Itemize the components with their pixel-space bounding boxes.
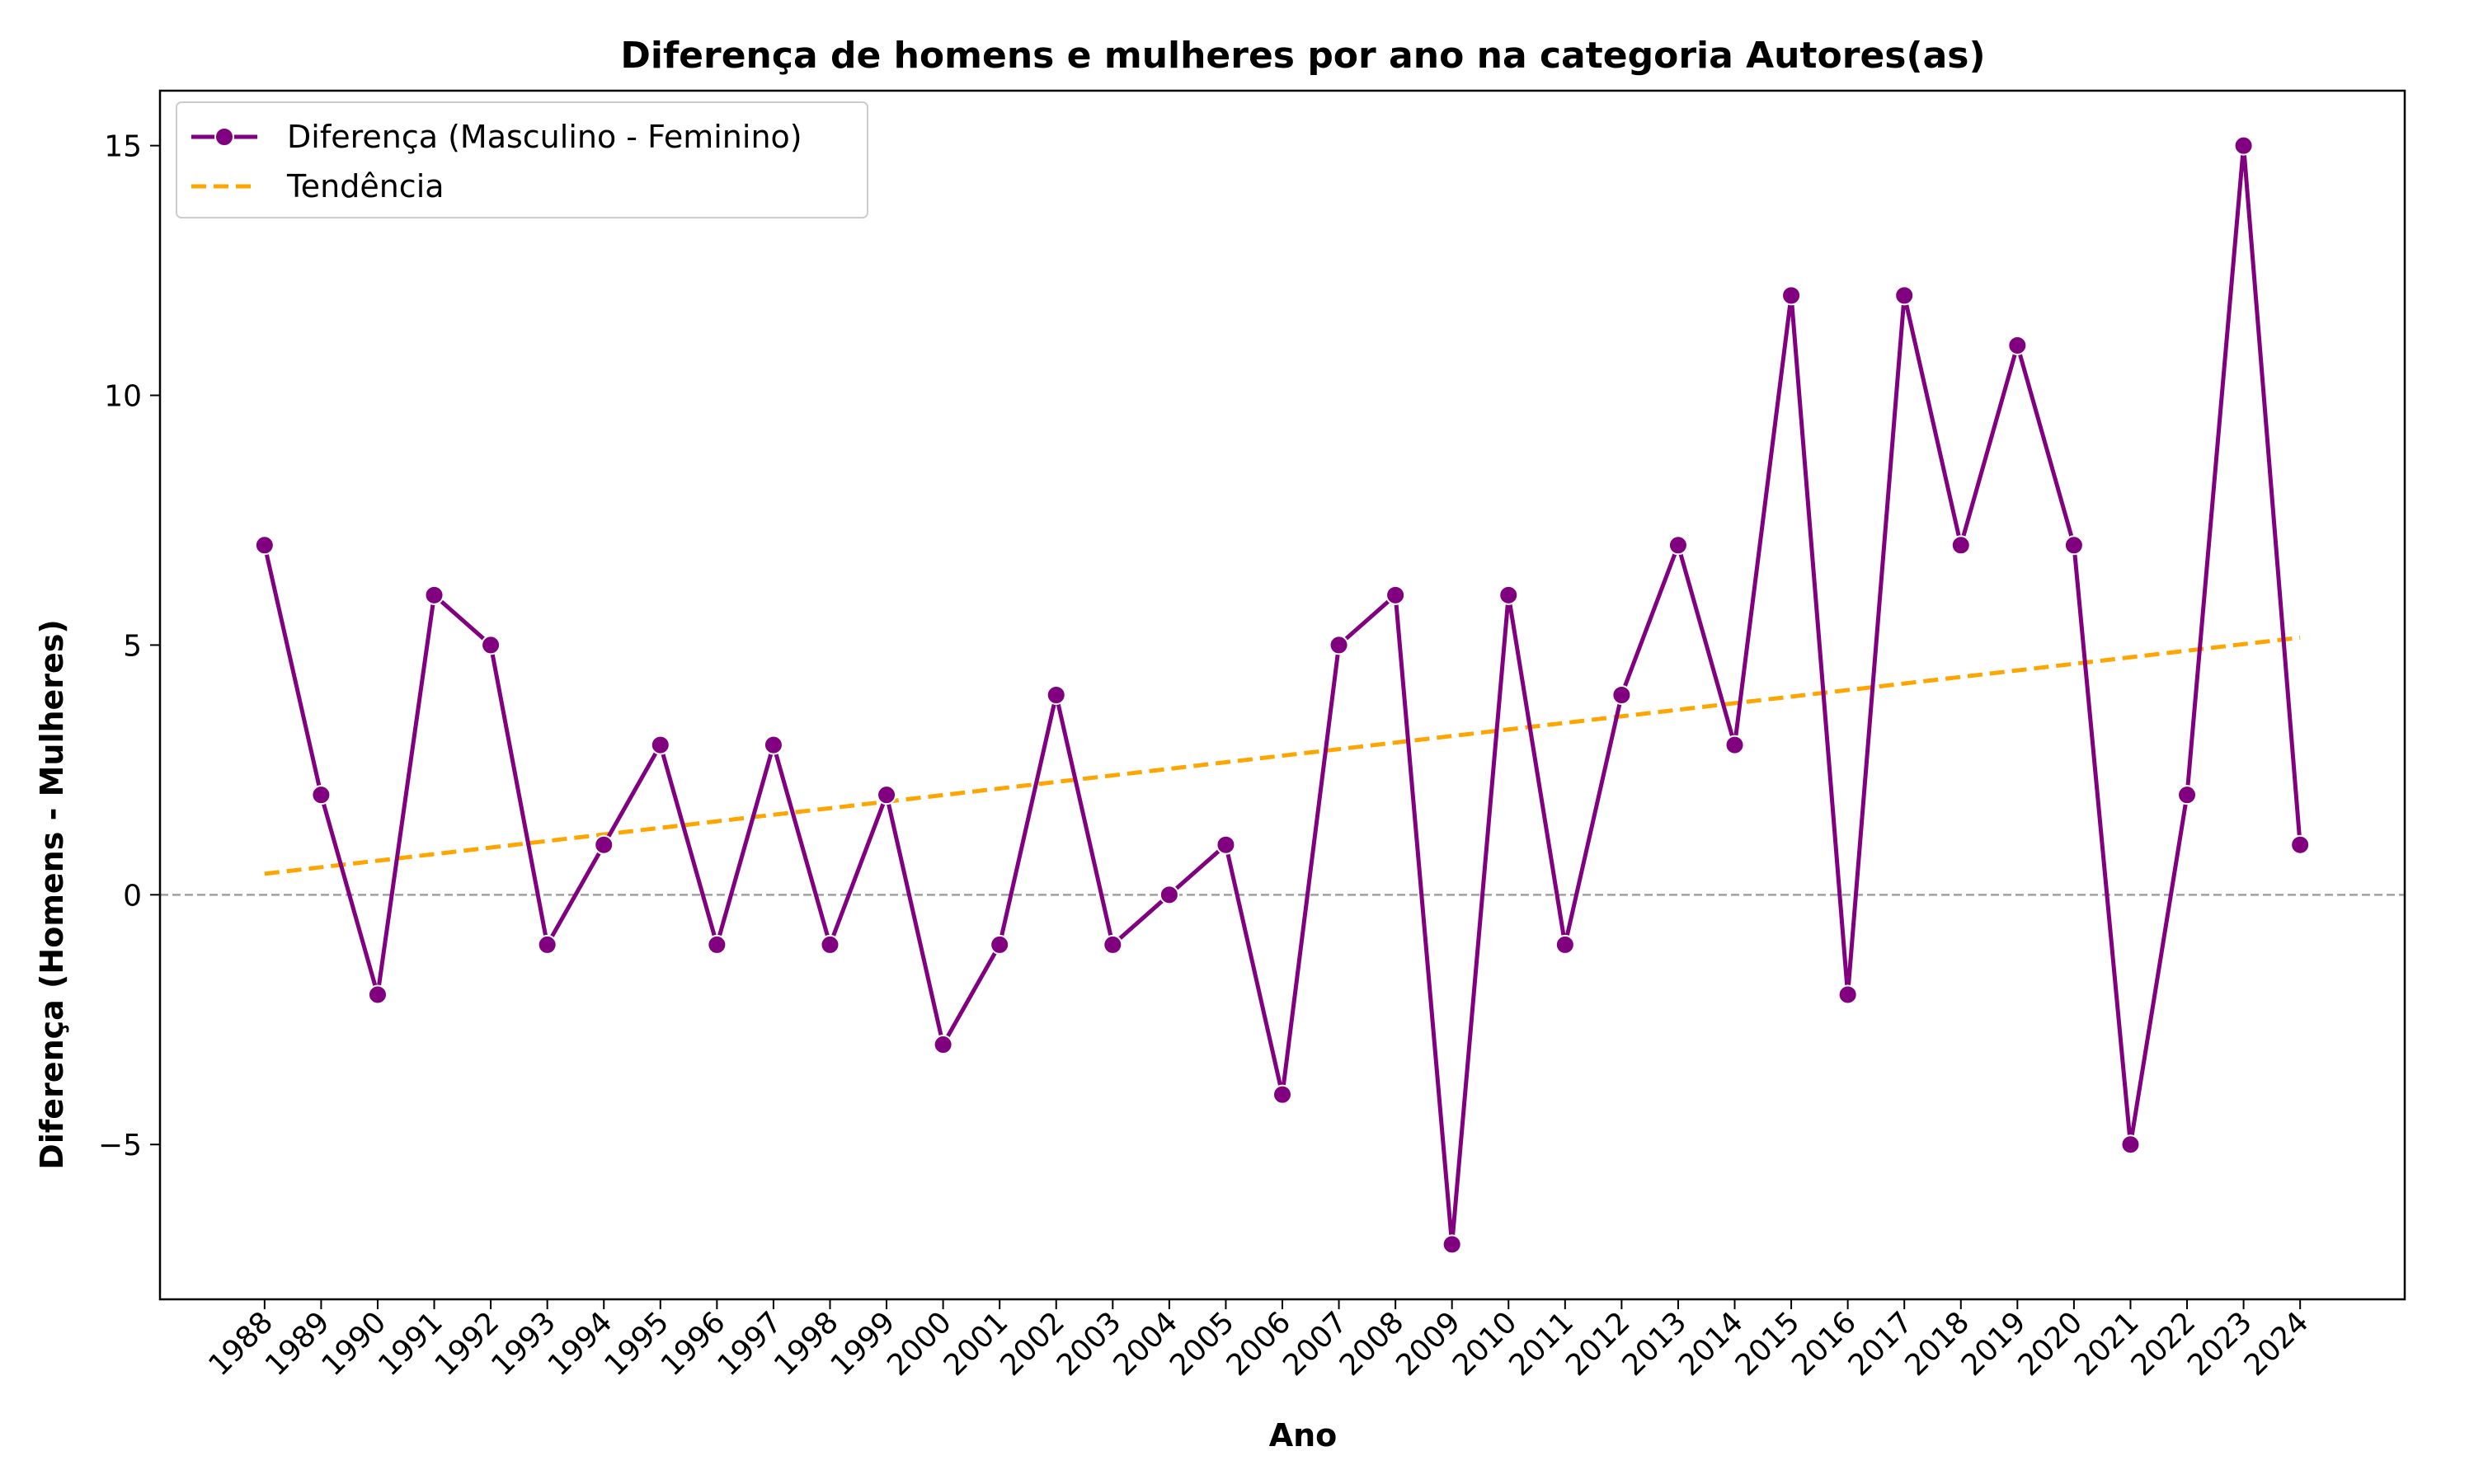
data-point-2000 <box>933 1035 953 1055</box>
data-point-2005 <box>1216 834 1236 855</box>
x-tick-label-2002: 2002 <box>994 1305 1071 1383</box>
data-point-2018 <box>1950 535 1971 556</box>
data-point-1989 <box>311 785 332 805</box>
legend: Diferença (Masculino - Feminino) Tendênc… <box>176 101 868 218</box>
data-point-1990 <box>367 984 388 1005</box>
x-tick-label-2020: 2020 <box>2011 1305 2089 1383</box>
data-point-1992 <box>481 635 501 655</box>
x-tick-label-1990: 1990 <box>316 1305 393 1383</box>
x-tick-label-2005: 2005 <box>1164 1305 1241 1383</box>
x-tick-label-2001: 2001 <box>938 1305 1015 1383</box>
data-point-2009 <box>1442 1234 1462 1255</box>
x-tick-label-2023: 2023 <box>2181 1305 2259 1383</box>
data-point-2006 <box>1272 1084 1292 1105</box>
data-point-2004 <box>1159 885 1179 905</box>
x-tick-label-1993: 1993 <box>485 1305 562 1383</box>
data-point-2010 <box>1498 585 1519 605</box>
data-point-1995 <box>650 735 670 755</box>
data-point-2023 <box>2233 135 2254 156</box>
x-tick-label-2021: 2021 <box>2068 1305 2146 1383</box>
y-tick-label-5: 5 <box>123 629 142 663</box>
x-tick-label-1997: 1997 <box>712 1305 789 1383</box>
x-tick-label-1988: 1988 <box>202 1305 280 1383</box>
chart-title: Diferença de homens e mulheres por ano n… <box>620 35 1985 77</box>
data-point-1997 <box>763 735 783 755</box>
data-point-2007 <box>1329 635 1349 655</box>
x-tick-label-2016: 2016 <box>1785 1305 1863 1383</box>
difference-series-line <box>262 143 2302 1247</box>
data-point-1991 <box>424 585 444 605</box>
x-tick-label-2011: 2011 <box>1503 1305 1580 1383</box>
data-point-1993 <box>537 934 557 955</box>
x-tick-label-2015: 2015 <box>1729 1305 1807 1383</box>
x-tick-label-1991: 1991 <box>372 1305 449 1383</box>
data-point-1998 <box>820 934 840 955</box>
y-tick-label-15: 15 <box>104 130 142 164</box>
data-point-2001 <box>990 934 1010 955</box>
data-point-1988 <box>254 535 275 556</box>
data-point-2017 <box>1894 285 1915 306</box>
legend-label-difference: Diferença (Masculino - Feminino) <box>287 119 802 155</box>
legend-label-trend: Tendência <box>286 168 444 204</box>
x-tick-label-2014: 2014 <box>1672 1305 1750 1383</box>
x-tick-label-2000: 2000 <box>881 1305 958 1383</box>
data-point-2008 <box>1385 585 1406 605</box>
x-tick-label-2017: 2017 <box>1842 1305 1920 1383</box>
x-tick-label-1992: 1992 <box>429 1305 506 1383</box>
y-tick-label-10: 10 <box>104 380 142 414</box>
trend-line <box>264 635 2301 876</box>
x-tick-label-2007: 2007 <box>1277 1305 1354 1383</box>
x-tick-label-2019: 2019 <box>1955 1305 2033 1383</box>
legend-box <box>176 101 868 218</box>
x-tick-label-2006: 2006 <box>1221 1305 1298 1383</box>
legend-marker-difference <box>214 127 234 147</box>
x-tick-label-2010: 2010 <box>1446 1305 1524 1383</box>
data-point-1999 <box>877 785 897 805</box>
x-tick-label-2022: 2022 <box>2125 1305 2203 1383</box>
data-point-2020 <box>2063 535 2084 556</box>
data-point-1996 <box>707 934 727 955</box>
x-tick-label-2008: 2008 <box>1333 1305 1411 1383</box>
y-axis-label: Diferença (Homens - Mulheres) <box>34 619 70 1170</box>
data-point-2016 <box>1837 984 1858 1005</box>
data-point-2011 <box>1554 934 1575 955</box>
x-tick-label-1995: 1995 <box>598 1305 675 1383</box>
plot-frame <box>158 89 2406 1301</box>
data-point-2014 <box>1724 735 1745 755</box>
plot-area: −5 0 5 10 15 19881989199019911992199319941995… <box>98 89 2406 1383</box>
data-point-2003 <box>1103 934 1123 955</box>
x-tick-label-1994: 1994 <box>542 1305 619 1383</box>
x-axis-label: Ano <box>1269 1417 1338 1453</box>
x-tick-label-2024: 2024 <box>2238 1305 2316 1383</box>
data-point-2015 <box>1781 285 1802 306</box>
data-point-1994 <box>594 834 614 855</box>
data-point-2013 <box>1667 535 1688 556</box>
y-tick-label--5: −5 <box>98 1129 142 1162</box>
x-tick-label-1989: 1989 <box>259 1305 336 1383</box>
x-tick-label-2018: 2018 <box>1898 1305 1976 1383</box>
data-point-2024 <box>2290 834 2311 855</box>
x-tick-label-1996: 1996 <box>655 1305 732 1383</box>
x-tick-label-2009: 2009 <box>1390 1305 1467 1383</box>
data-point-2019 <box>2007 335 2028 355</box>
x-tick-label-2004: 2004 <box>1107 1305 1184 1383</box>
x-tick-label-2013: 2013 <box>1616 1305 1694 1383</box>
x-tick-label-1998: 1998 <box>768 1305 845 1383</box>
data-point-2022 <box>2177 785 2198 805</box>
x-tick-label-1999: 1999 <box>825 1305 902 1383</box>
data-point-2021 <box>2120 1134 2141 1155</box>
y-tick-label-0: 0 <box>123 879 142 913</box>
data-point-2012 <box>1611 685 1632 705</box>
x-tick-label-2003: 2003 <box>1051 1305 1128 1383</box>
x-tick-label-2012: 2012 <box>1559 1305 1637 1383</box>
data-point-2002 <box>1046 685 1066 705</box>
